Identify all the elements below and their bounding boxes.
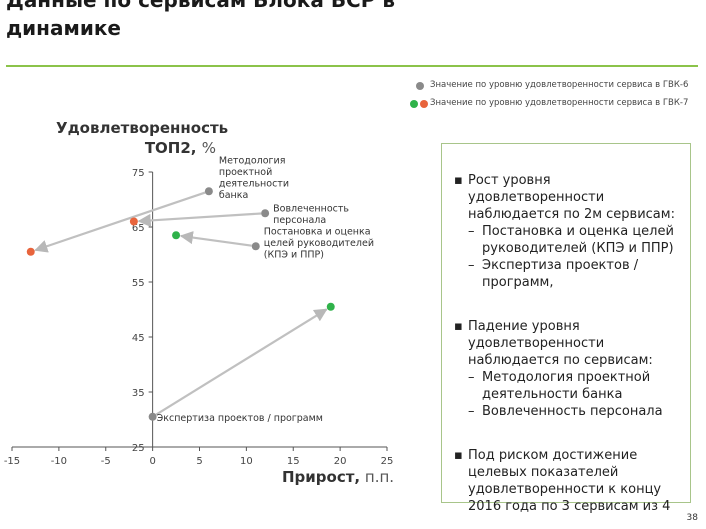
point-annotation: Постановка и оценка — [264, 226, 371, 237]
commentary-line: удовлетворенности к концу — [468, 482, 662, 497]
commentary-section-decline: ▪ Падение уровня удовлетворенности наблю… — [454, 318, 684, 420]
y-axis-label-text: Удовлетворенность ТОП2, — [56, 119, 229, 157]
x-tick-label: 15 — [287, 456, 300, 467]
point-annotation: банка — [219, 190, 248, 201]
commentary-subitem: – Вовлеченность персонала — [454, 403, 684, 420]
commentary-section-risk: ▪ Под риском достижение целевых показате… — [454, 447, 684, 515]
commentary-line: удовлетворенности — [468, 336, 605, 351]
legend-marker-gvk7-orange — [420, 100, 428, 108]
commentary-line: Падение уровня — [468, 319, 580, 334]
commentary-line: руководителей (КПЭ и ППР) — [482, 241, 674, 256]
x-tick-label: -15 — [4, 456, 20, 467]
legend-label-gvk7: Значение по уровню удовлетворенности сер… — [430, 98, 689, 108]
data-point-gvk7 — [129, 217, 138, 226]
commentary-line: наблюдается по 2м сервисам: — [468, 207, 675, 222]
y-tick-label: 65 — [132, 223, 145, 234]
dash-marker: – — [468, 224, 475, 239]
legend-label-gvk6: Значение по уровню удовлетворенности сер… — [430, 80, 689, 90]
legend-marker-gvk6 — [416, 82, 424, 90]
point-annotation: Экспертиза проектов / программ — [157, 413, 323, 424]
commentary-line: Методология проектной — [482, 370, 651, 385]
point-annotation: Методология — [219, 155, 286, 166]
y-tick-label: 55 — [132, 278, 145, 289]
commentary-line: программ, — [482, 275, 554, 290]
title-divider — [6, 65, 698, 67]
y-tick-label: 35 — [132, 388, 145, 399]
commentary-line: удовлетворенности — [468, 190, 605, 205]
x-tick-label: 5 — [196, 456, 202, 467]
commentary-line: Под риском достижение — [468, 448, 638, 463]
commentary-subitem: – Экспертиза проектов / программ, — [454, 257, 684, 291]
point-annotation: целей руководителей — [264, 238, 374, 249]
x-tick-label: -10 — [51, 456, 67, 467]
commentary-line: Вовлеченность персонала — [482, 404, 663, 419]
chart-legend: Значение по уровню удовлетворенности сер… — [408, 80, 706, 116]
commentary-bullet: ▪ Под риском достижение целевых показате… — [454, 447, 684, 515]
commentary-bullet: ▪ Падение уровня удовлетворенности наблю… — [454, 318, 684, 369]
x-axis-unit: п.п. — [364, 468, 395, 486]
data-point-gvk7 — [326, 302, 335, 311]
dash-marker: – — [468, 370, 475, 385]
change-arrow — [137, 212, 262, 228]
point-annotation: проектной — [219, 167, 272, 178]
y-tick-label: 75 — [132, 168, 145, 179]
commentary-subitem: – Методология проектной деятельности бан… — [454, 369, 684, 403]
x-axis-label-text: Прирост, — [282, 468, 361, 486]
commentary-line: наблюдается по сервисам: — [468, 353, 653, 368]
legend-item-gvk7: Значение по уровню удовлетворенности сер… — [408, 98, 706, 116]
page-number: 38 — [686, 513, 698, 523]
commentary-bullet: ▪ Рост уровня удовлетворенности наблюдае… — [454, 172, 684, 223]
data-point-gvk6 — [251, 242, 260, 251]
page-title: Данные по сервисам Блока БСР в динамике — [6, 0, 396, 40]
y-tick-label: 45 — [132, 333, 145, 344]
commentary-line: Рост уровня — [468, 173, 551, 188]
commentary-line: деятельности банка — [482, 387, 623, 402]
commentary-line: целевых показателей — [468, 465, 619, 480]
data-point-gvk6 — [204, 187, 213, 196]
y-tick-label: 25 — [132, 443, 145, 454]
legend-marker-gvk7-green — [410, 100, 418, 108]
point-annotation: деятельности — [219, 178, 289, 189]
bullet-marker: ▪ — [454, 173, 463, 188]
point-annotation: Вовлеченность — [273, 203, 349, 214]
change-arrow — [34, 191, 206, 253]
x-tick-label: -5 — [101, 456, 111, 467]
change-arrow — [155, 308, 328, 416]
x-tick-label: 10 — [240, 456, 253, 467]
commentary-section-growth: ▪ Рост уровня удовлетворенности наблюдае… — [454, 172, 684, 291]
dash-marker: – — [468, 258, 475, 273]
commentary-line: 2016 года по 3 сервисам из 4 — [468, 499, 671, 514]
y-axis-label: Удовлетворенность ТОП2, % — [56, 118, 228, 158]
x-axis-label: Прирост, п.п. — [282, 468, 394, 486]
data-point-gvk7 — [26, 247, 35, 256]
legend-item-gvk6: Значение по уровню удовлетворенности сер… — [408, 80, 706, 98]
commentary-panel: ▪ Рост уровня удовлетворенности наблюдае… — [441, 143, 691, 514]
commentary-line: Постановка и оценка целей — [482, 224, 674, 239]
data-point-gvk6 — [261, 209, 270, 218]
x-tick-label: 25 — [381, 456, 394, 467]
point-annotation: (КПЭ и ППР) — [264, 249, 324, 260]
bullet-marker: ▪ — [454, 448, 463, 463]
change-arrow — [179, 231, 252, 247]
x-tick-label: 0 — [149, 456, 155, 467]
x-tick-label: 20 — [334, 456, 347, 467]
y-axis-unit: % — [201, 139, 216, 157]
data-point-gvk6 — [148, 412, 157, 421]
commentary-subitem: – Постановка и оценка целей руководителе… — [454, 223, 684, 257]
dash-marker: – — [468, 404, 475, 419]
point-annotation: персонала — [273, 215, 326, 226]
bullet-marker: ▪ — [454, 319, 463, 334]
data-point-gvk7 — [172, 231, 181, 240]
commentary-line: Экспертиза проектов / — [482, 258, 639, 273]
